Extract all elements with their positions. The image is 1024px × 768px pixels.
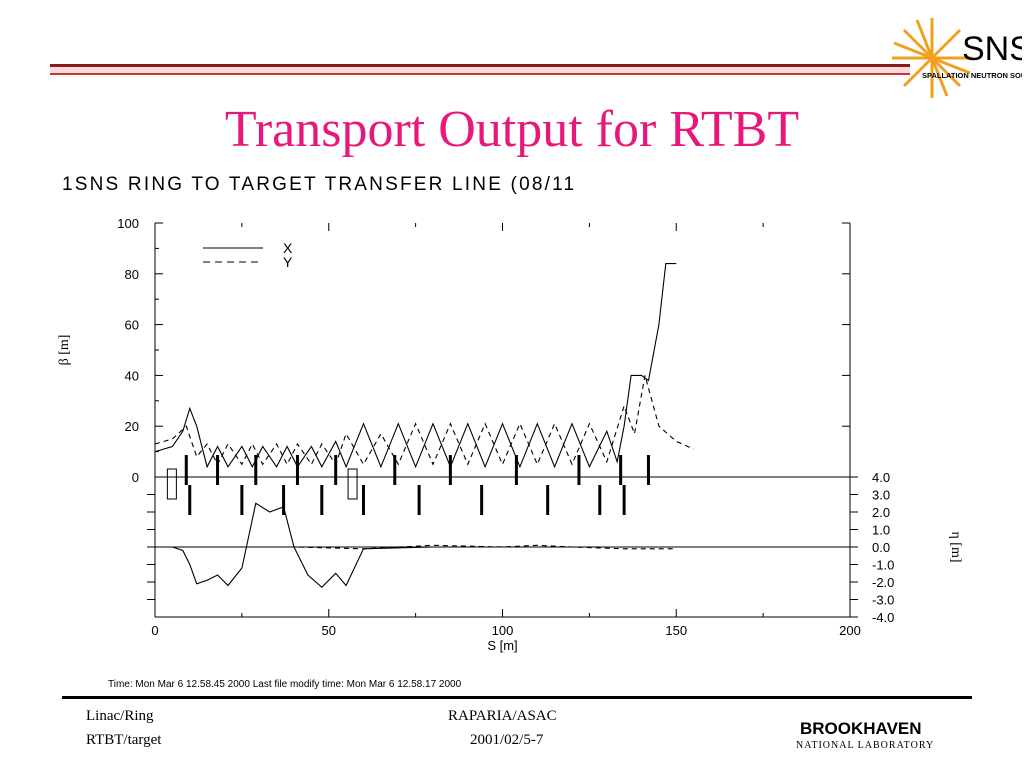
sns-logo-text: SNS bbox=[962, 30, 1022, 68]
y-right-tick-label: 3.0 bbox=[872, 488, 890, 503]
brookhaven-logo: BROOKHAVEN NATIONAL LABORATORY bbox=[796, 719, 934, 751]
x-tick-label: 0 bbox=[151, 623, 158, 638]
quadrupole bbox=[619, 455, 623, 485]
x-tick-label: 50 bbox=[322, 623, 336, 638]
quadrupole bbox=[622, 485, 626, 515]
x-tick-label: 200 bbox=[839, 623, 861, 638]
bend-magnet bbox=[347, 468, 358, 500]
quadrupole bbox=[240, 485, 244, 515]
y-axis-label: β [m] bbox=[57, 335, 72, 366]
y-tick-label: 80 bbox=[125, 267, 139, 282]
slide-title: Transport Output for RTBT bbox=[224, 101, 800, 158]
y-right-tick-label: 4.0 bbox=[872, 470, 890, 485]
quadrupole bbox=[577, 455, 581, 485]
quadrupole bbox=[362, 485, 365, 515]
chart: 0 20 40 60 80 100 4.0 3.0 2.0 1.0 0.0 -1.0 -2.0 -3.0 -… bbox=[57, 216, 963, 690]
footer-left-line1: Linac/Ring bbox=[86, 708, 154, 724]
brookhaven-logo-line1: BROOKHAVEN bbox=[800, 719, 922, 738]
bend-magnet bbox=[166, 468, 177, 500]
y-tick-label: 20 bbox=[125, 419, 139, 434]
quadrupole bbox=[320, 485, 324, 515]
y-right-tick-label: 2.0 bbox=[872, 505, 890, 520]
x-axis-label: S [m] bbox=[487, 638, 517, 653]
footer-center-line2: 2001/02/5-7 bbox=[470, 732, 544, 748]
sns-logo: SNS SPALLATION NEUTRON SOURCE bbox=[892, 18, 1022, 98]
y-right-tick-label: 1.0 bbox=[872, 523, 890, 538]
sns-burst-icon bbox=[892, 18, 972, 98]
quadrupole bbox=[282, 485, 286, 515]
x-tick-label: 150 bbox=[665, 623, 687, 638]
y-right-tick-label: -4.0 bbox=[872, 610, 894, 625]
y-axis-label-right: η [m] bbox=[948, 531, 963, 562]
header-rule bbox=[50, 64, 910, 75]
quadrupole bbox=[295, 455, 299, 485]
quadrupole bbox=[646, 455, 650, 485]
y-right-tick-label: 0.0 bbox=[872, 540, 890, 555]
series-eta bbox=[155, 502, 677, 589]
quadrupole bbox=[184, 455, 188, 485]
footer-left-line2: RTBT/target bbox=[86, 732, 162, 748]
quadrupole bbox=[216, 455, 220, 485]
x-tick-label: 100 bbox=[492, 623, 514, 638]
quadrupole bbox=[417, 485, 421, 515]
footer-center-line1: RAPARIA/ASAC bbox=[448, 708, 557, 724]
y-tick-label: 60 bbox=[125, 318, 139, 333]
footer-rule bbox=[62, 696, 972, 699]
chart-title: 1SNS RING TO TARGET TRANSFER LINE (08/11 bbox=[62, 174, 577, 195]
quadrupole bbox=[334, 455, 338, 485]
quadrupole bbox=[598, 485, 602, 515]
quadrupole bbox=[393, 455, 397, 485]
series-eta-prime bbox=[155, 544, 677, 550]
series-x bbox=[154, 263, 677, 469]
quadrupole bbox=[546, 485, 550, 515]
y-right-tick-label: -2.0 bbox=[872, 575, 894, 590]
brookhaven-logo-line2: NATIONAL LABORATORY bbox=[796, 740, 934, 751]
y-right-tick-label: -1.0 bbox=[872, 558, 894, 573]
quadrupole bbox=[480, 485, 484, 515]
timestamp-text: Time: Mon Mar 6 12.58.45 2000 Last file … bbox=[108, 679, 462, 690]
legend-label: Y bbox=[283, 254, 293, 270]
y-tick-label: 100 bbox=[117, 216, 139, 231]
quadrupole bbox=[254, 455, 258, 485]
quadrupole bbox=[188, 485, 192, 515]
quadrupole bbox=[514, 455, 518, 485]
y-tick-label: 0 bbox=[132, 470, 139, 485]
sns-logo-subtext: SPALLATION NEUTRON SOURCE bbox=[922, 71, 1022, 80]
y-right-tick-label: -3.0 bbox=[872, 593, 894, 608]
y-tick-label: 40 bbox=[125, 368, 139, 383]
legend-label: X bbox=[283, 240, 293, 256]
series-y bbox=[154, 375, 694, 466]
quadrupole bbox=[448, 455, 452, 485]
